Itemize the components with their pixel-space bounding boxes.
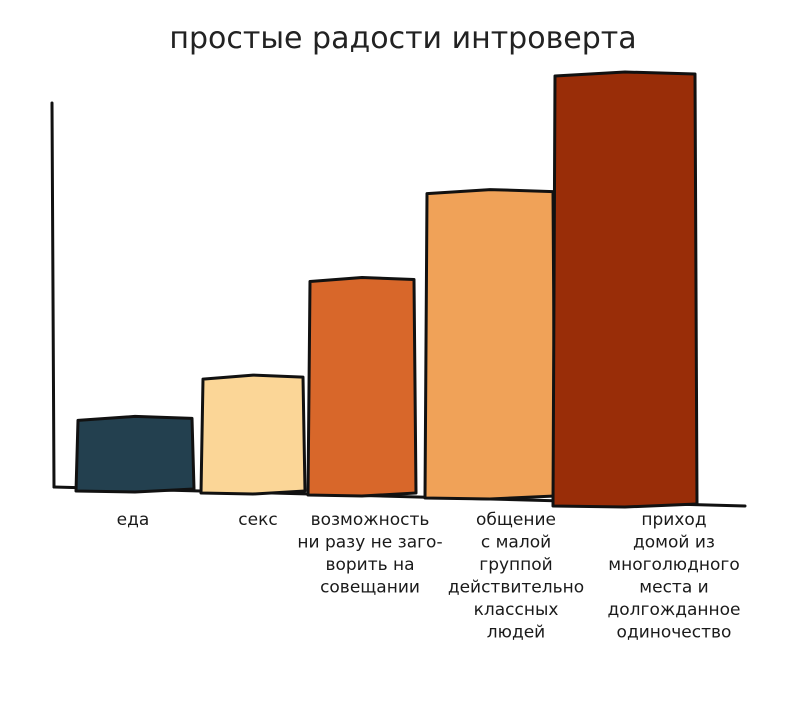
category-label-5: приход домой из многолюдного места и долгожд… [608, 510, 741, 643]
category-label-line: возможность [311, 510, 430, 530]
y-axis [50, 101, 56, 489]
category-label-4: общение с малой группой действительно классн… [448, 510, 584, 643]
category-label-line: одиночество [617, 623, 732, 643]
category-label-line: места и [639, 578, 708, 598]
bar-4 [423, 188, 557, 501]
category-label-line: с малой [481, 533, 551, 553]
category-label-line: группой [479, 555, 552, 575]
bar-1 [74, 414, 196, 494]
category-label-line: ворить на [325, 555, 414, 575]
bar-2 [199, 373, 307, 496]
bar-3 [306, 276, 418, 498]
category-label-1: еда [117, 510, 150, 530]
category-label-line: действительно [448, 578, 584, 598]
category-label-line: людей [487, 623, 545, 643]
category-label-line: приход [641, 510, 706, 530]
category-label-line: домой из [633, 533, 715, 553]
chart-title: простые радости интроверта [169, 21, 636, 56]
category-label-line: общение [476, 510, 556, 530]
bars [74, 70, 699, 509]
category-label-line: долгожданное [608, 600, 741, 620]
category-labels: еда секс возможность ни разу не заго-ворить… [117, 510, 741, 643]
category-label-line: секс [238, 510, 277, 530]
category-label-2: секс [238, 510, 277, 530]
category-label-line: многолюдного [608, 555, 739, 575]
category-label-line: еда [117, 510, 150, 530]
category-label-line: классных [474, 600, 559, 620]
category-label-3: возможность ни разу не заго-ворить на сове… [297, 510, 442, 598]
category-label-line: ни разу не заго- [297, 533, 442, 553]
category-label-line: совещании [320, 578, 420, 598]
bar-5 [551, 70, 699, 509]
